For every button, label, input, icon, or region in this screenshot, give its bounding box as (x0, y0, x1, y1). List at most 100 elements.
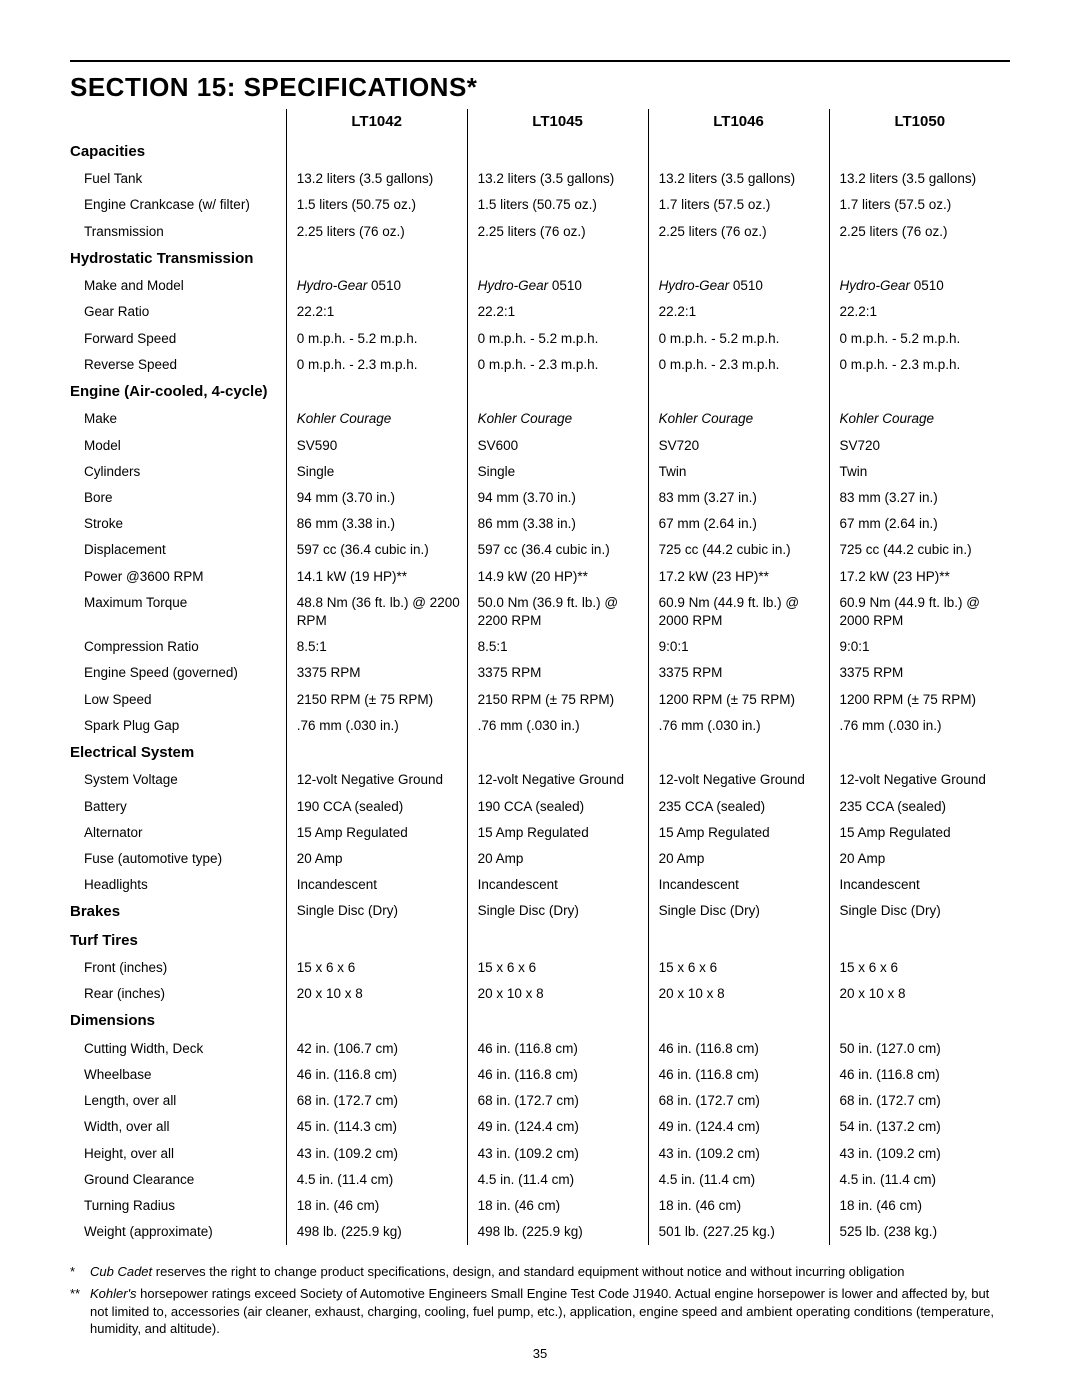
section-row: Hydrostatic Transmission (70, 245, 1010, 273)
spec-value: 46 in. (116.8 cm) (286, 1062, 467, 1088)
spec-value: 43 in. (109.2 cm) (286, 1141, 467, 1167)
spec-label: Power @3600 RPM (70, 564, 286, 590)
section-row: Electrical System (70, 739, 1010, 767)
spec-value: 20 Amp (286, 846, 467, 872)
spec-row: Maximum Torque48.8 Nm (36 ft. lb.) @ 220… (70, 590, 1010, 634)
spec-value: 22.2:1 (648, 299, 829, 325)
spec-row: Transmission2.25 liters (76 oz.)2.25 lit… (70, 219, 1010, 245)
spec-value: 235 CCA (sealed) (829, 794, 1010, 820)
section-label: Hydrostatic Transmission (70, 245, 286, 273)
spec-label: Displacement (70, 537, 286, 563)
spec-value: 525 lb. (238 kg.) (829, 1219, 1010, 1245)
spec-value: 46 in. (116.8 cm) (648, 1036, 829, 1062)
spec-label: Compression Ratio (70, 634, 286, 660)
spec-row: Forward Speed0 m.p.h. - 5.2 m.p.h.0 m.p.… (70, 326, 1010, 352)
spec-label: Spark Plug Gap (70, 713, 286, 739)
spec-row: Wheelbase46 in. (116.8 cm)46 in. (116.8 … (70, 1062, 1010, 1088)
spec-row: HeadlightsIncandescentIncandescentIncand… (70, 872, 1010, 898)
footnote: **Kohler's horsepower ratings exceed Soc… (70, 1285, 1010, 1338)
spec-value: 42 in. (106.7 cm) (286, 1036, 467, 1062)
spec-value: Kohler Courage (648, 406, 829, 432)
spec-value: 86 mm (3.38 in.) (467, 511, 648, 537)
spec-value: 60.9 Nm (44.9 ft. lb.) @ 2000 RPM (648, 590, 829, 634)
spec-value: 725 cc (44.2 cubic in.) (648, 537, 829, 563)
spec-value: 8.5:1 (467, 634, 648, 660)
spec-row: Turning Radius18 in. (46 cm)18 in. (46 c… (70, 1193, 1010, 1219)
model-header: LT1042 (286, 109, 467, 138)
spec-value: 2.25 liters (76 oz.) (467, 219, 648, 245)
spec-value: 190 CCA (sealed) (467, 794, 648, 820)
spec-label: Width, over all (70, 1114, 286, 1140)
spec-value: 597 cc (36.4 cubic in.) (467, 537, 648, 563)
spec-value: 501 lb. (227.25 kg.) (648, 1219, 829, 1245)
spec-value: Kohler Courage (286, 406, 467, 432)
spec-row: ModelSV590SV600SV720SV720 (70, 433, 1010, 459)
spec-row: Stroke86 mm (3.38 in.)86 mm (3.38 in.)67… (70, 511, 1010, 537)
spec-value: Hydro-Gear 0510 (829, 273, 1010, 299)
spec-label: Weight (approximate) (70, 1219, 286, 1245)
spec-value: 14.1 kW (19 HP)** (286, 564, 467, 590)
spec-value: 94 mm (3.70 in.) (286, 485, 467, 511)
spec-value: Incandescent (467, 872, 648, 898)
spec-value: SV600 (467, 433, 648, 459)
section-row: BrakesSingle Disc (Dry)Single Disc (Dry)… (70, 898, 1010, 926)
section-label: Dimensions (70, 1007, 286, 1035)
spec-value: 597 cc (36.4 cubic in.) (286, 537, 467, 563)
spec-value: 48.8 Nm (36 ft. lb.) @ 2200 RPM (286, 590, 467, 634)
spec-row: Length, over all68 in. (172.7 cm)68 in. … (70, 1088, 1010, 1114)
spec-value: Twin (829, 459, 1010, 485)
spec-value: 18 in. (46 cm) (829, 1193, 1010, 1219)
spec-value: 0 m.p.h. - 2.3 m.p.h. (286, 352, 467, 378)
spec-row: Bore94 mm (3.70 in.)94 mm (3.70 in.)83 m… (70, 485, 1010, 511)
spec-value: Incandescent (648, 872, 829, 898)
spec-label: Transmission (70, 219, 286, 245)
spec-value: 4.5 in. (11.4 cm) (829, 1167, 1010, 1193)
spec-value: 0 m.p.h. - 5.2 m.p.h. (829, 326, 1010, 352)
spec-value: 0 m.p.h. - 2.3 m.p.h. (467, 352, 648, 378)
spec-value: 46 in. (116.8 cm) (829, 1062, 1010, 1088)
spec-value: 0 m.p.h. - 2.3 m.p.h. (648, 352, 829, 378)
spec-value: .76 mm (.030 in.) (648, 713, 829, 739)
spec-value: Single Disc (Dry) (467, 898, 648, 926)
spec-label: Fuse (automotive type) (70, 846, 286, 872)
spec-label: Fuel Tank (70, 166, 286, 192)
spec-label: Low Speed (70, 687, 286, 713)
footnote: *Cub Cadet reserves the right to change … (70, 1263, 1010, 1281)
spec-label: Stroke (70, 511, 286, 537)
spec-value: SV720 (648, 433, 829, 459)
spec-value: Kohler Courage (829, 406, 1010, 432)
spec-row: Height, over all43 in. (109.2 cm)43 in. … (70, 1141, 1010, 1167)
spec-value: 49 in. (124.4 cm) (648, 1114, 829, 1140)
spec-value: 3375 RPM (286, 660, 467, 686)
spec-value: 49 in. (124.4 cm) (467, 1114, 648, 1140)
spec-value: 13.2 liters (3.5 gallons) (467, 166, 648, 192)
spec-value: 12-volt Negative Ground (467, 767, 648, 793)
spec-row: Cutting Width, Deck42 in. (106.7 cm)46 i… (70, 1036, 1010, 1062)
section-label: Engine (Air-cooled, 4-cycle) (70, 378, 286, 406)
spec-row: System Voltage12-volt Negative Ground12-… (70, 767, 1010, 793)
model-header-row: LT1042 LT1045 LT1046 LT1050 (70, 109, 1010, 138)
spec-value: 20 Amp (648, 846, 829, 872)
spec-row: Alternator15 Amp Regulated15 Amp Regulat… (70, 820, 1010, 846)
spec-value: SV720 (829, 433, 1010, 459)
spec-value: 13.2 liters (3.5 gallons) (286, 166, 467, 192)
model-header: LT1046 (648, 109, 829, 138)
spec-row: CylindersSingleSingleTwinTwin (70, 459, 1010, 485)
spec-value: 22.2:1 (829, 299, 1010, 325)
spec-label: Make (70, 406, 286, 432)
spec-value: 67 mm (2.64 in.) (648, 511, 829, 537)
top-rule (70, 60, 1010, 62)
spec-row: Fuel Tank13.2 liters (3.5 gallons)13.2 l… (70, 166, 1010, 192)
spec-value: 83 mm (3.27 in.) (829, 485, 1010, 511)
footnote-text: Kohler's horsepower ratings exceed Socie… (90, 1285, 1010, 1338)
spec-row: Reverse Speed0 m.p.h. - 2.3 m.p.h.0 m.p.… (70, 352, 1010, 378)
spec-value: 68 in. (172.7 cm) (829, 1088, 1010, 1114)
spec-value: 17.2 kW (23 HP)** (829, 564, 1010, 590)
spec-value: 15 Amp Regulated (286, 820, 467, 846)
spec-label: System Voltage (70, 767, 286, 793)
spec-value: 68 in. (172.7 cm) (648, 1088, 829, 1114)
spec-value: 20 x 10 x 8 (467, 981, 648, 1007)
spec-row: Spark Plug Gap.76 mm (.030 in.).76 mm (.… (70, 713, 1010, 739)
spec-value: 0 m.p.h. - 5.2 m.p.h. (648, 326, 829, 352)
spec-value: 43 in. (109.2 cm) (467, 1141, 648, 1167)
